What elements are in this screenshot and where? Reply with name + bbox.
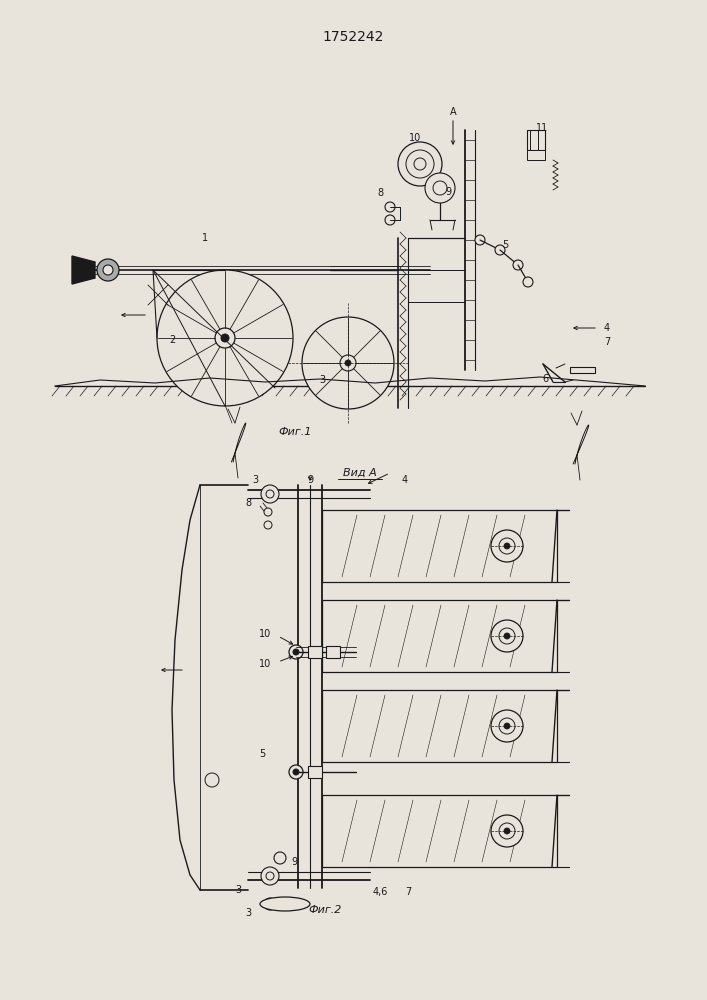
Circle shape	[433, 181, 447, 195]
Text: 7: 7	[405, 887, 411, 897]
Bar	[308, 766, 322, 778]
Text: 4,6: 4,6	[373, 887, 387, 897]
Circle shape	[289, 765, 303, 779]
Text: 8: 8	[245, 498, 251, 508]
Circle shape	[499, 628, 515, 644]
Text: 3: 3	[319, 375, 325, 385]
Bar	[322, 795, 557, 867]
Circle shape	[406, 150, 434, 178]
Circle shape	[340, 355, 356, 371]
Bar	[326, 646, 340, 658]
Text: 10: 10	[259, 659, 271, 669]
Text: 1752242: 1752242	[322, 30, 384, 44]
Ellipse shape	[260, 897, 310, 911]
Circle shape	[289, 645, 303, 659]
Circle shape	[157, 270, 293, 406]
Circle shape	[491, 530, 523, 562]
Circle shape	[103, 265, 113, 275]
Circle shape	[385, 215, 395, 225]
Circle shape	[264, 898, 276, 910]
Text: 8: 8	[377, 188, 383, 198]
Text: 9: 9	[445, 187, 451, 197]
Circle shape	[499, 718, 515, 734]
Text: 3: 3	[235, 885, 241, 895]
Text: 6: 6	[542, 374, 548, 384]
Text: 11: 11	[536, 123, 548, 133]
Text: 1: 1	[202, 233, 208, 243]
Circle shape	[261, 867, 279, 885]
Circle shape	[499, 538, 515, 554]
Bar	[527, 130, 545, 150]
Circle shape	[385, 202, 395, 212]
Circle shape	[302, 317, 394, 409]
Circle shape	[504, 543, 510, 549]
Circle shape	[261, 485, 279, 503]
Circle shape	[491, 815, 523, 847]
Circle shape	[293, 769, 299, 775]
Text: 3: 3	[252, 475, 258, 485]
Circle shape	[266, 872, 274, 880]
Circle shape	[523, 277, 533, 287]
Circle shape	[215, 328, 235, 348]
Text: 5: 5	[259, 749, 265, 759]
Text: 5: 5	[502, 240, 508, 250]
Bar	[322, 510, 557, 582]
Text: 9: 9	[307, 475, 313, 485]
Circle shape	[274, 852, 286, 864]
Circle shape	[513, 260, 523, 270]
Circle shape	[293, 649, 299, 655]
Text: Фиг.2: Фиг.2	[308, 905, 341, 915]
Circle shape	[491, 710, 523, 742]
Text: Вид А: Вид А	[343, 468, 377, 478]
Circle shape	[475, 235, 485, 245]
Bar	[527, 150, 545, 160]
Text: 2: 2	[169, 335, 175, 345]
Circle shape	[504, 633, 510, 639]
Text: 4: 4	[604, 323, 610, 333]
Polygon shape	[72, 256, 95, 284]
Text: 9: 9	[291, 857, 297, 867]
Circle shape	[504, 723, 510, 729]
Circle shape	[264, 508, 272, 516]
Circle shape	[414, 158, 426, 170]
Text: 3: 3	[245, 908, 251, 918]
Text: 10: 10	[409, 133, 421, 143]
Circle shape	[499, 823, 515, 839]
Text: А: А	[450, 107, 456, 117]
Circle shape	[495, 245, 505, 255]
Bar	[322, 600, 557, 672]
Circle shape	[425, 173, 455, 203]
Bar	[308, 646, 322, 658]
Text: Фиг.1: Фиг.1	[279, 427, 312, 437]
Circle shape	[504, 828, 510, 834]
Bar	[322, 690, 557, 762]
Bar	[570, 367, 595, 373]
Circle shape	[264, 521, 272, 529]
Circle shape	[205, 773, 219, 787]
Circle shape	[221, 334, 229, 342]
Text: 10: 10	[259, 629, 271, 639]
Circle shape	[266, 490, 274, 498]
Text: 7: 7	[604, 337, 610, 347]
Circle shape	[345, 360, 351, 366]
Text: 4: 4	[402, 475, 408, 485]
Circle shape	[491, 620, 523, 652]
Circle shape	[97, 259, 119, 281]
Circle shape	[398, 142, 442, 186]
